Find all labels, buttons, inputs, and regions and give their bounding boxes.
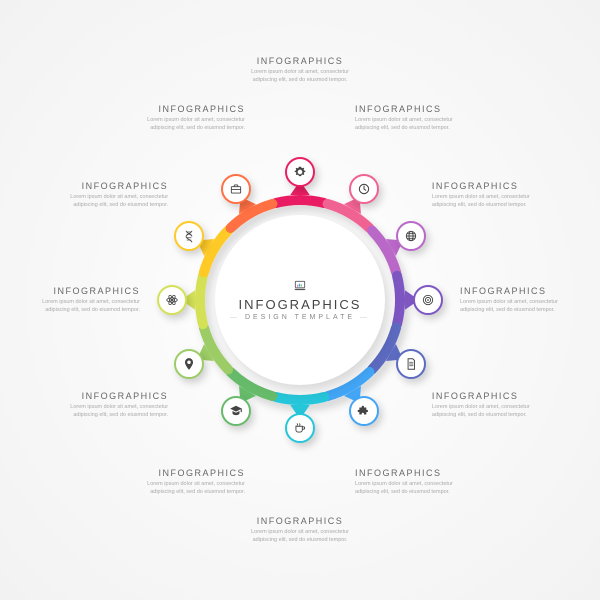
label-title: INFOGRAPHICS [250,516,350,526]
node-4 [396,349,426,379]
laptop-chart-icon [293,279,307,293]
node-11 [221,174,251,204]
label-body: Lorem ipsum dolor sit amet, consectetur … [68,194,168,209]
atom-icon [165,293,179,307]
briefcase-icon [229,182,243,196]
label-5: INFOGRAPHICS Lorem ipsum dolor sit amet, … [355,468,455,496]
document-icon [404,357,418,371]
clock-icon [357,182,371,196]
label-title: INFOGRAPHICS [250,56,350,66]
label-title: INFOGRAPHICS [68,181,168,191]
puzzle-icon [357,404,371,418]
center-title: INFOGRAPHICS [239,297,362,312]
node-8 [174,349,204,379]
label-body: Lorem ipsum dolor sit amet, consectetur … [355,481,455,496]
node-1 [349,174,379,204]
target-icon [421,293,435,307]
globe-icon [404,229,418,243]
label-8: INFOGRAPHICS Lorem ipsum dolor sit amet, … [68,391,168,419]
label-title: INFOGRAPHICS [145,104,245,114]
gear-icon [293,165,307,179]
label-title: INFOGRAPHICS [432,181,532,191]
node-10 [174,221,204,251]
label-body: Lorem ipsum dolor sit amet, consectetur … [40,299,140,314]
label-3: INFOGRAPHICS Lorem ipsum dolor sit amet, … [460,286,560,314]
label-body: Lorem ipsum dolor sit amet, consectetur … [145,481,245,496]
label-6: INFOGRAPHICS Lorem ipsum dolor sit amet, … [250,516,350,544]
label-title: INFOGRAPHICS [68,391,168,401]
label-title: INFOGRAPHICS [145,468,245,478]
dna-icon [182,229,196,243]
label-2: INFOGRAPHICS Lorem ipsum dolor sit amet, … [432,181,532,209]
node-6 [285,413,315,443]
label-body: Lorem ipsum dolor sit amet, consectetur … [460,299,560,314]
label-7: INFOGRAPHICS Lorem ipsum dolor sit amet, … [145,468,245,496]
label-9: INFOGRAPHICS Lorem ipsum dolor sit amet, … [40,286,140,314]
label-title: INFOGRAPHICS [432,391,532,401]
node-7 [221,396,251,426]
center-circle: INFOGRAPHICS DESIGN TEMPLATE [215,215,385,385]
label-1: INFOGRAPHICS Lorem ipsum dolor sit amet, … [355,104,455,132]
label-body: Lorem ipsum dolor sit amet, consectetur … [250,529,350,544]
label-body: Lorem ipsum dolor sit amet, consectetur … [432,404,532,419]
label-body: Lorem ipsum dolor sit amet, consectetur … [250,69,350,84]
label-body: Lorem ipsum dolor sit amet, consectetur … [355,117,455,132]
label-body: Lorem ipsum dolor sit amet, consectetur … [145,117,245,132]
label-title: INFOGRAPHICS [355,104,455,114]
label-10: INFOGRAPHICS Lorem ipsum dolor sit amet, … [68,181,168,209]
node-5 [349,396,379,426]
label-title: INFOGRAPHICS [40,286,140,296]
label-0: INFOGRAPHICS Lorem ipsum dolor sit amet, … [250,56,350,84]
label-4: INFOGRAPHICS Lorem ipsum dolor sit amet, … [432,391,532,419]
node-9 [157,285,187,315]
node-3 [413,285,443,315]
label-body: Lorem ipsum dolor sit amet, consectetur … [68,404,168,419]
center-subtitle: DESIGN TEMPLATE [230,314,370,321]
label-body: Lorem ipsum dolor sit amet, consectetur … [432,194,532,209]
node-2 [396,221,426,251]
label-11: INFOGRAPHICS Lorem ipsum dolor sit amet, … [145,104,245,132]
graduation-icon [229,404,243,418]
node-0 [285,157,315,187]
label-title: INFOGRAPHICS [355,468,455,478]
label-title: INFOGRAPHICS [460,286,560,296]
pin-icon [182,357,196,371]
cup-icon [293,421,307,435]
